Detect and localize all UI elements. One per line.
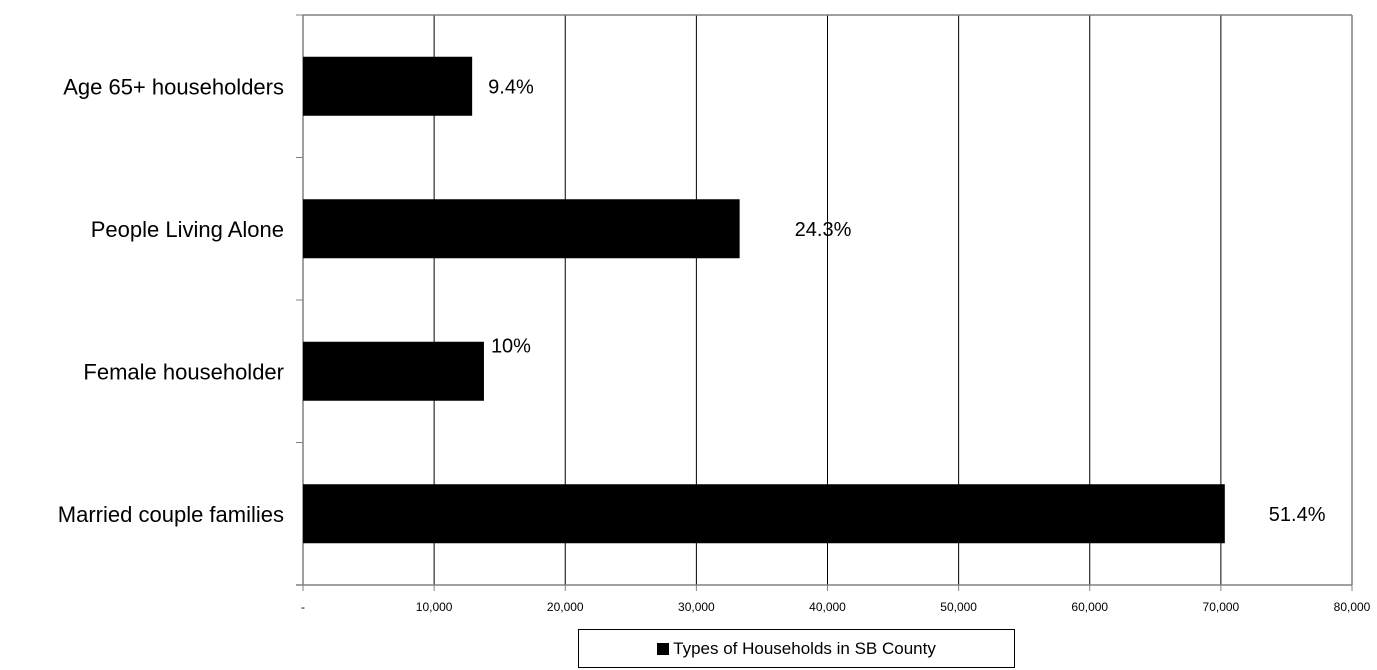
category-label: Age 65+ householders — [63, 74, 284, 99]
bar — [303, 56, 473, 116]
x-tick-label: 50,000 — [940, 600, 977, 614]
data-label: 51.4% — [1269, 504, 1326, 526]
category-label: People Living Alone — [91, 217, 284, 242]
bar — [303, 341, 484, 401]
bar — [303, 484, 1225, 544]
x-tick-label: - — [301, 600, 305, 614]
x-tick-label: 30,000 — [678, 600, 715, 614]
x-tick-label: 60,000 — [1071, 600, 1108, 614]
legend-label: Types of Households in SB County — [673, 638, 936, 658]
x-tick-label: 20,000 — [547, 600, 584, 614]
bar — [303, 199, 740, 259]
x-tick-label: 70,000 — [1203, 600, 1240, 614]
x-tick-label: 10,000 — [416, 600, 453, 614]
data-label: 24.3% — [795, 219, 852, 241]
legend: Types of Households in SB County — [578, 629, 1015, 668]
data-label: 10% — [491, 335, 531, 357]
data-label: 9.4% — [488, 76, 534, 98]
x-tick-label: 40,000 — [809, 600, 846, 614]
category-label: Female householder — [83, 359, 284, 384]
legend-swatch — [657, 642, 670, 655]
x-tick-label: 80,000 — [1334, 600, 1371, 614]
category-label: Married couple families — [58, 502, 284, 527]
